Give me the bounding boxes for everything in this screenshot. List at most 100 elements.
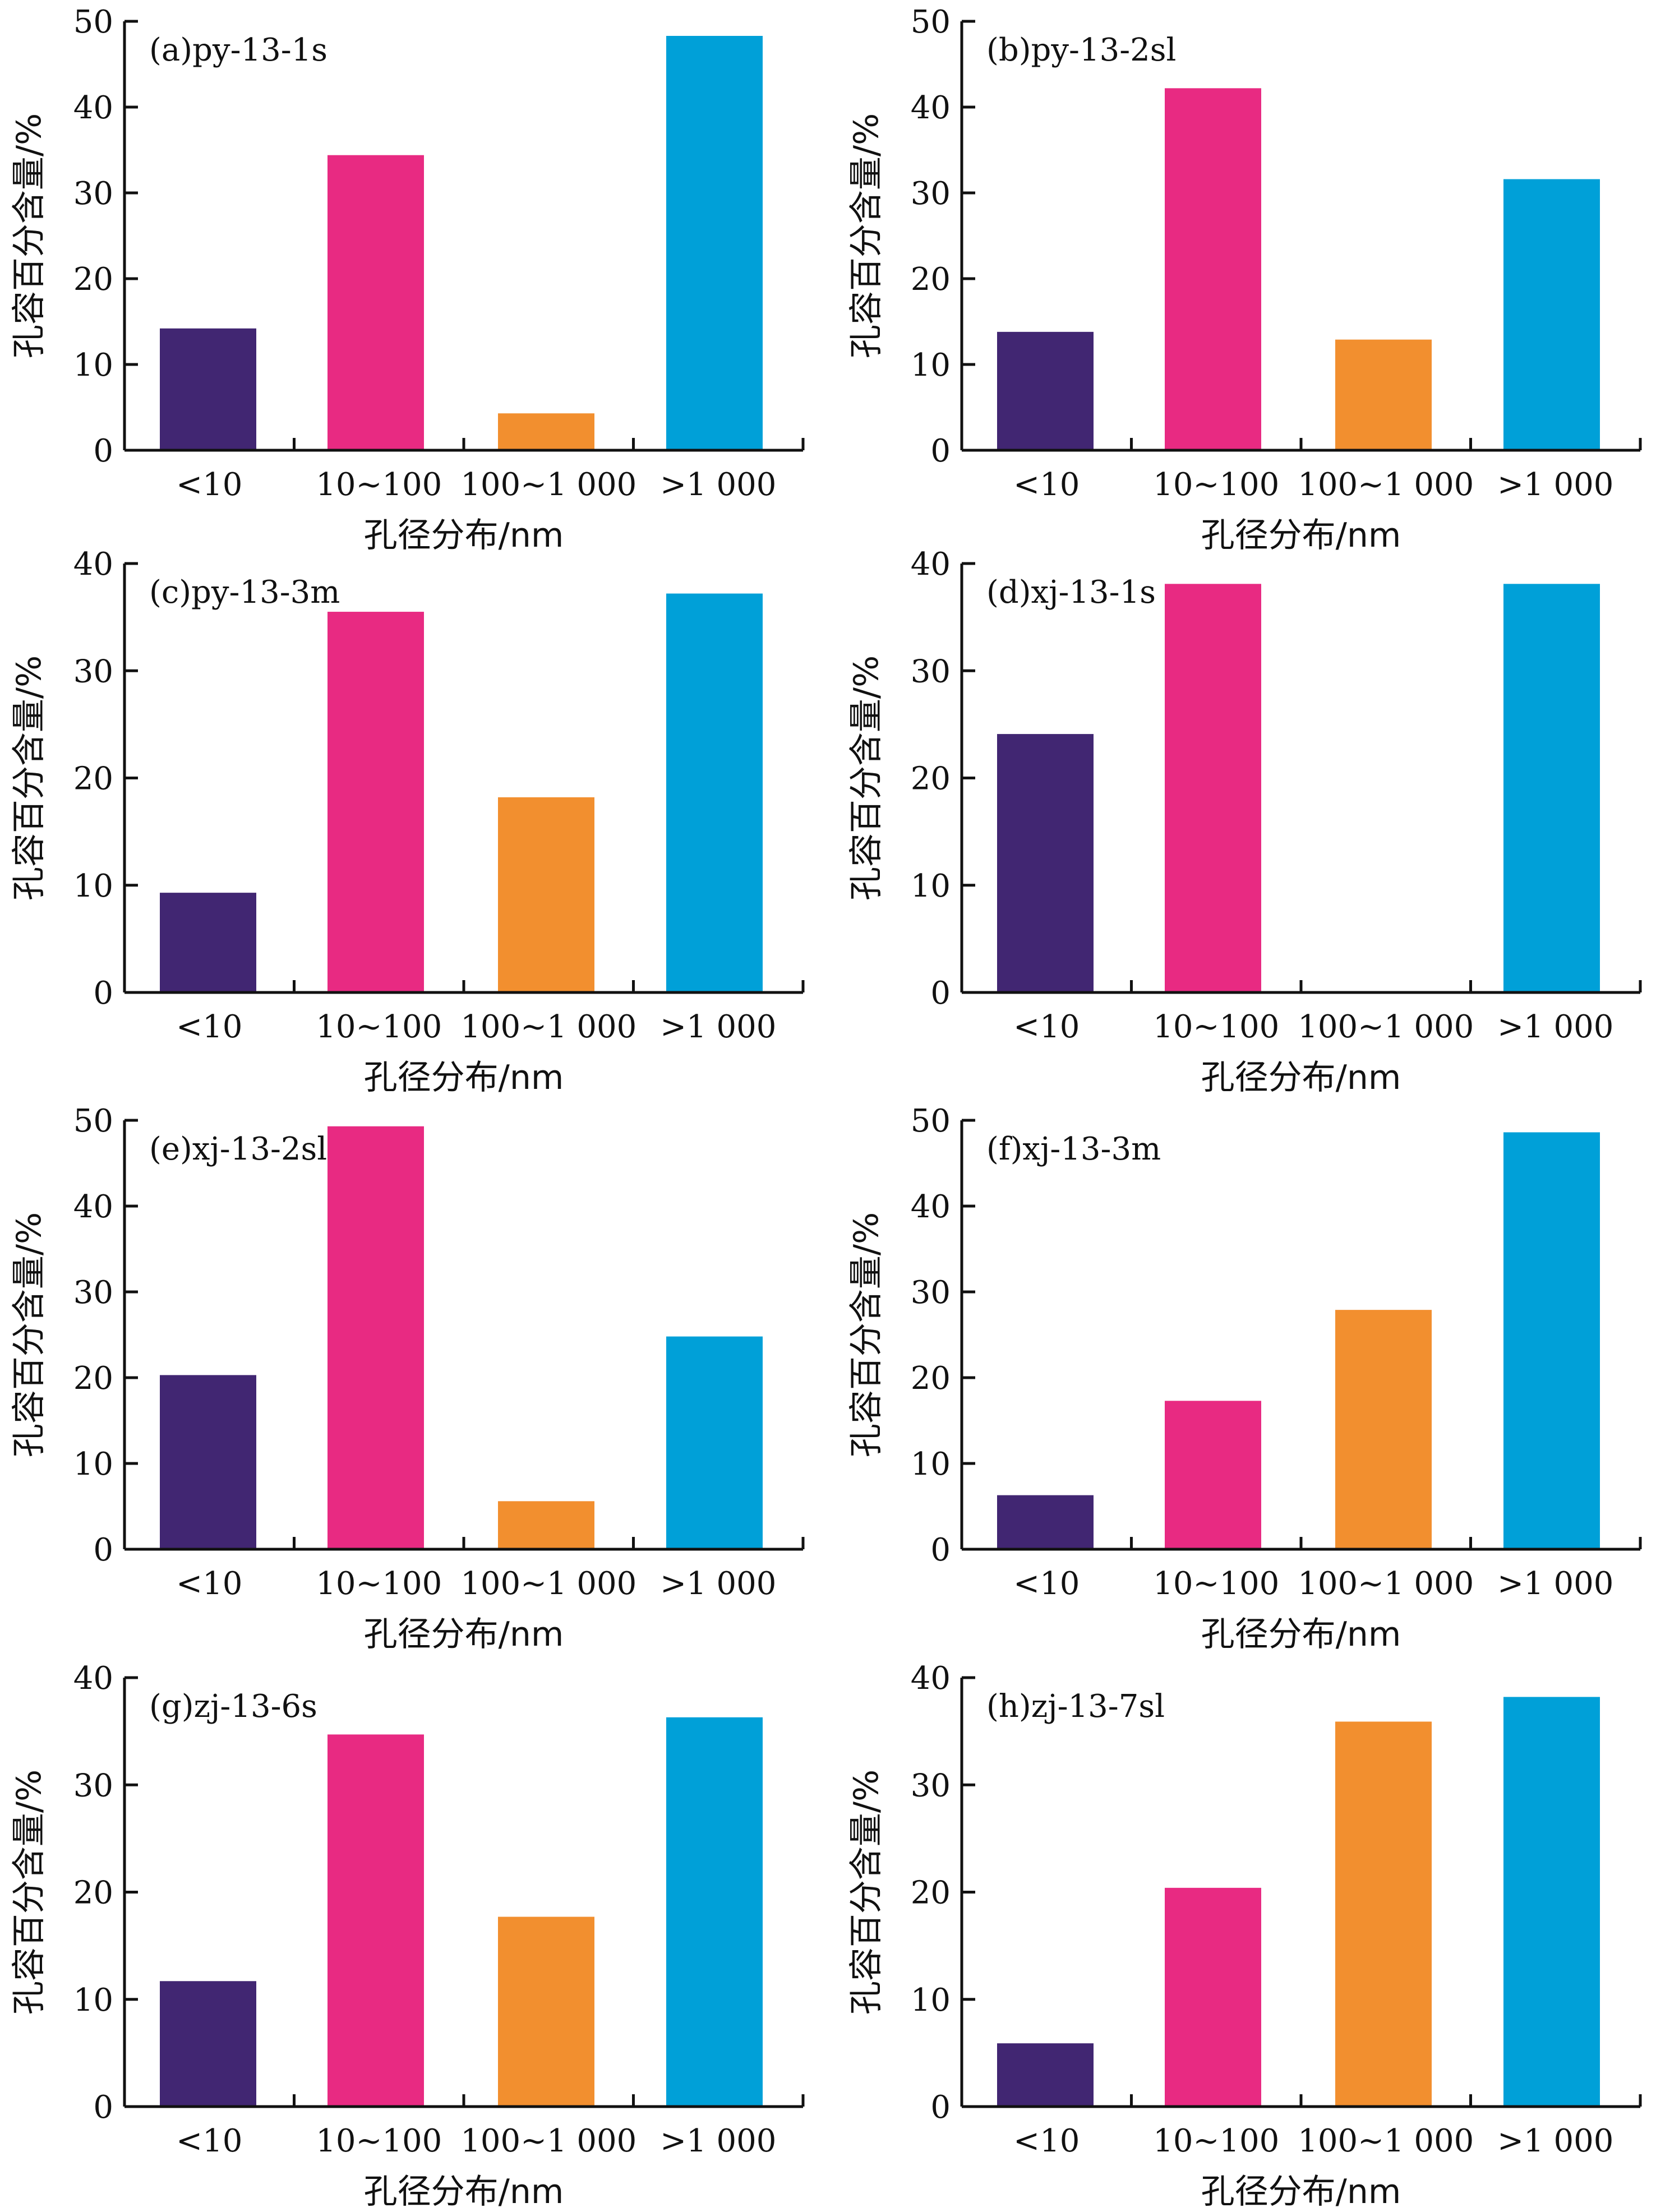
y-axis-title: 孔容百分含量/% [847, 1770, 886, 2015]
y-tick-label: 50 [73, 4, 113, 40]
y-tick-label: 20 [73, 261, 113, 298]
y-tick-label: 10 [73, 1982, 113, 2019]
bar-4 [1503, 179, 1600, 450]
chart-panel-f: 0 10 20 30 40 50 <10 10~100 100~1 000 >1 000 孔径分布/… [847, 1103, 1642, 1654]
x-tick-label: <10 [176, 2123, 242, 2159]
y-tick-label: 50 [911, 4, 951, 40]
y-tick-label: 40 [73, 1189, 113, 1225]
y-axis-title: 孔容百分含量/% [847, 113, 886, 358]
x-tick-label: <10 [176, 1566, 242, 1602]
x-tick-label: 100~1 000 [460, 467, 636, 503]
bar-2 [1165, 1887, 1261, 2107]
x-tick-label: >1 000 [660, 2123, 776, 2159]
y-axis-title: 孔容百分含量/% [10, 655, 49, 900]
y-tick-label: 0 [93, 975, 113, 1012]
bar-3 [1335, 339, 1432, 450]
y-tick-label: 0 [930, 1532, 951, 1568]
y-tick-label: 30 [73, 653, 113, 690]
x-axis-title: 孔径分布/nm [364, 1615, 564, 1654]
x-tick-label: >1 000 [1497, 1566, 1613, 1602]
y-tick-label: 10 [73, 1446, 113, 1483]
x-tick-label: >1 000 [1497, 467, 1613, 503]
bar-3 [498, 797, 594, 992]
chart-panel-a: 0 10 20 30 40 50 <10 10~100 100~1 000 >1 000 孔径分布/… [10, 4, 805, 555]
y-axis-title: 孔容百分含量/% [847, 1212, 886, 1457]
y-tick-label: 0 [930, 975, 951, 1012]
y-tick-label: 20 [911, 761, 951, 797]
y-tick-label: 50 [73, 1103, 113, 1139]
x-tick-label: 10~100 [1153, 2123, 1279, 2159]
y-axis-title: 孔容百分含量/% [10, 1770, 49, 2015]
y-tick-label: 40 [911, 546, 951, 583]
x-tick-label: 100~1 000 [1298, 467, 1474, 503]
y-tick-label: 0 [93, 433, 113, 469]
x-tick-label: 10~100 [316, 2123, 442, 2159]
panel-title: (c)py-13-3m [149, 574, 340, 611]
bar-1 [997, 331, 1094, 450]
y-tick-label: 20 [911, 1875, 951, 1911]
x-axis-title: 孔径分布/nm [1201, 2172, 1401, 2211]
y-tick-label: 40 [73, 90, 113, 126]
y-tick-label: 40 [911, 1189, 951, 1225]
x-tick-label: 100~1 000 [1298, 2123, 1474, 2159]
bar-4 [666, 593, 763, 992]
y-tick-label: 0 [93, 2089, 113, 2126]
chart-panel-d: 0 10 20 30 40 <10 10~100 100~1 000 >1 000 孔径分布/nm… [847, 546, 1642, 1097]
x-axis-title: 孔径分布/nm [1201, 516, 1401, 555]
bar-2 [1165, 88, 1261, 451]
bar-3 [498, 1501, 594, 1549]
bar-3 [1335, 1310, 1432, 1549]
y-tick-label: 30 [73, 176, 113, 212]
x-tick-label: <10 [1013, 1566, 1080, 1602]
y-tick-label: 30 [73, 1274, 113, 1311]
y-tick-label: 50 [911, 1103, 951, 1139]
y-tick-label: 10 [73, 868, 113, 904]
y-tick-label: 0 [930, 2089, 951, 2126]
x-tick-label: >1 000 [660, 467, 776, 503]
y-tick-label: 30 [911, 653, 951, 690]
x-tick-label: 10~100 [316, 467, 442, 503]
x-tick-label: >1 000 [1497, 1009, 1613, 1045]
bar-2 [1165, 1401, 1261, 1549]
y-tick-label: 20 [911, 261, 951, 298]
y-tick-label: 10 [911, 1982, 951, 2019]
bar-2 [327, 155, 424, 450]
bar-4 [666, 1717, 763, 2107]
bar-4 [666, 1336, 763, 1549]
bar-1 [997, 1495, 1094, 1549]
x-tick-label: 10~100 [1153, 1566, 1279, 1602]
x-tick-label: 100~1 000 [460, 1009, 636, 1045]
y-axis-title: 孔容百分含量/% [10, 113, 49, 358]
panel-title: (a)py-13-1s [149, 32, 327, 68]
x-tick-label: >1 000 [660, 1009, 776, 1045]
x-tick-label: 100~1 000 [1298, 1566, 1474, 1602]
bar-2 [1165, 584, 1261, 992]
panel-title: (f)xj-13-3m [986, 1131, 1161, 1167]
bar-4 [1503, 1697, 1600, 2107]
y-tick-label: 30 [911, 1767, 951, 1804]
bar-2 [327, 612, 424, 992]
y-tick-label: 40 [911, 90, 951, 126]
y-tick-label: 40 [73, 1660, 113, 1697]
y-tick-label: 10 [73, 347, 113, 384]
x-tick-label: 10~100 [316, 1009, 442, 1045]
y-axis-title: 孔容百分含量/% [847, 655, 886, 900]
x-axis-title: 孔径分布/nm [364, 2172, 564, 2211]
x-tick-label: <10 [1013, 2123, 1080, 2159]
panel-title: (h)zj-13-7sl [986, 1688, 1165, 1725]
bar-1 [160, 1981, 256, 2107]
bar-3 [498, 1917, 594, 2107]
y-tick-label: 20 [73, 761, 113, 797]
x-tick-label: >1 000 [660, 1566, 776, 1602]
x-axis-title: 孔径分布/nm [364, 516, 564, 555]
y-axis-title: 孔容百分含量/% [10, 1212, 49, 1457]
panel-title: (e)xj-13-2sl [149, 1131, 327, 1167]
bar-2 [327, 1734, 424, 2107]
x-axis-title: 孔径分布/nm [1201, 1058, 1401, 1097]
bar-3 [1335, 1721, 1432, 2107]
x-tick-label: <10 [176, 1009, 242, 1045]
bar-3 [498, 413, 594, 450]
chart-panel-c: 0 10 20 30 40 <10 10~100 100~1 000 >1 000 孔径分布/nm… [10, 546, 805, 1097]
y-tick-label: 30 [911, 176, 951, 212]
